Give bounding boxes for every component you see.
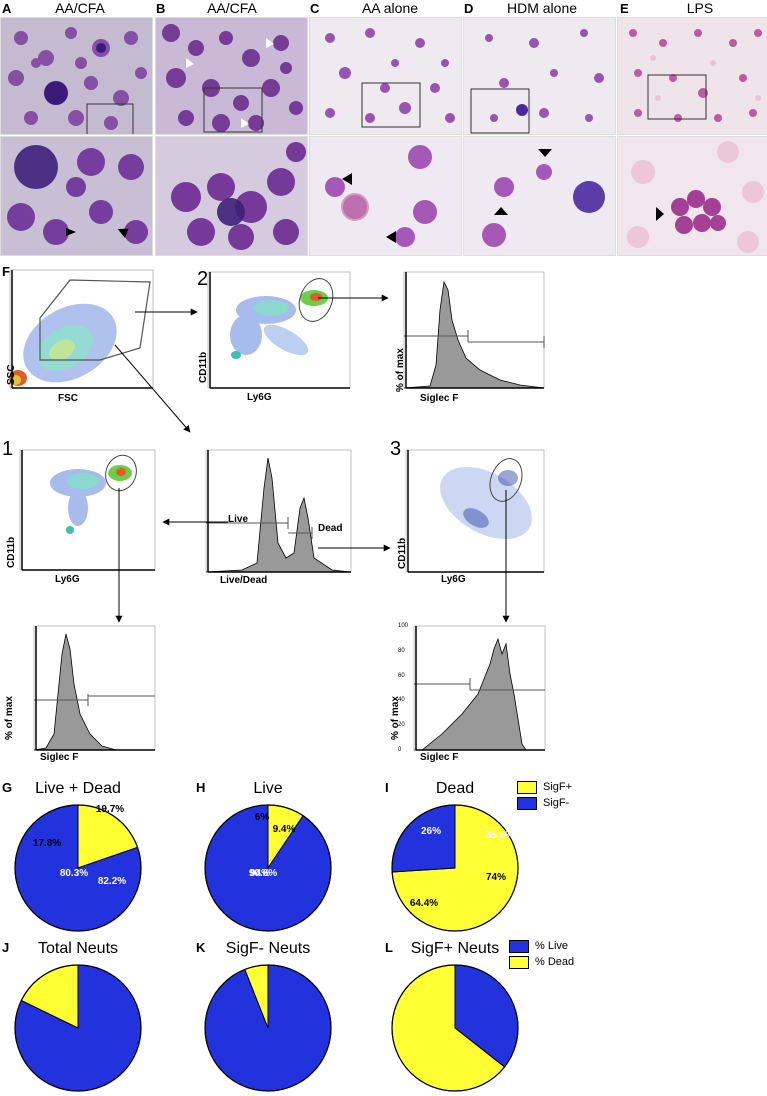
legend-label-live: % Live — [535, 940, 569, 952]
micrograph-c-overview — [309, 17, 462, 135]
hist-tick-0: 0 — [398, 747, 402, 753]
panel-label-b: B — [156, 1, 166, 16]
panel-label-c: C — [310, 1, 320, 16]
pie-outline-i — [391, 804, 519, 932]
pie-charts-svg: G Live + Dead 19.7% 80.3% H Live 9.4% 90.6% I Dea… — [2, 780, 519, 1092]
flow-plot-ssc-fsc — [0, 268, 155, 408]
pie-outline-l — [391, 964, 519, 1092]
pie-label-l-dead: 64.4% — [410, 898, 438, 909]
micrograph-e-zoom — [617, 136, 767, 256]
panel-label-a: A — [2, 1, 12, 16]
axis-label-livedead: Live/Dead — [220, 575, 268, 586]
pie-label-i-sigf-pos: 74% — [486, 872, 506, 883]
legend-live-dead: % Live % Dead — [509, 938, 574, 970]
gate-number-1: 1 — [2, 438, 14, 460]
axis-label-siglecf-3: Siglec F — [420, 752, 459, 763]
pie-slice-i-sigf-neg — [391, 804, 456, 873]
pie-letter-h: H — [196, 780, 205, 795]
micrograph-d-overview — [463, 17, 616, 135]
pie-label-k-dead: 6% — [255, 812, 270, 823]
pie-label-g-sigf-pos: 19.7% — [96, 804, 124, 815]
gate-number-2: 2 — [197, 268, 209, 290]
flow-plot-cd11b-ly6g-1 — [8, 448, 158, 588]
flow-plot-cd11b-ly6g-2 — [196, 270, 353, 408]
histogram-siglecf-1 — [6, 624, 158, 769]
legend-label-sigf-neg: SigF- — [543, 797, 570, 809]
legend-swatch-sigf-pos — [517, 780, 537, 794]
hist-tick-20: 20 — [398, 722, 405, 729]
pie-label-l-live: 35.6% — [486, 830, 514, 841]
pie-label-j-live: 82.2% — [98, 876, 126, 887]
pie-label-k-live: 94% — [250, 868, 270, 879]
micrograph-d-zoom — [463, 136, 616, 256]
pie-title-l: SigF+ Neuts — [411, 940, 499, 957]
pie-label-h-sigf-pos: 9.4% — [273, 824, 296, 835]
legend-label-sigf-pos: SigF+ — [543, 781, 573, 793]
gate-label-live: Live — [228, 514, 249, 525]
axis-label-ly6g-2: Ly6G — [247, 392, 272, 403]
hist-tick-40: 40 — [398, 697, 405, 704]
axis-label-ly6g-1: Ly6G — [55, 574, 80, 585]
pie-label-j-dead: 17.8% — [33, 838, 61, 849]
axis-label-ly6g-3: Ly6G — [441, 574, 466, 585]
pie-title-i: Dead — [436, 780, 474, 797]
pie-label-i-sigf-neg: 26% — [421, 826, 441, 837]
panel-title-c: AA alone — [361, 0, 419, 16]
axis-label-fsc: FSC — [58, 393, 78, 404]
pie-letter-l: L — [385, 940, 393, 955]
micrograph-c-zoom — [309, 136, 462, 256]
gate-number-3: 3 — [390, 438, 402, 460]
panel-title-a: AA/CFA — [55, 0, 105, 16]
micrograph-b-zoom — [155, 136, 308, 256]
flow-plot-cd11b-ly6g-3 — [396, 448, 548, 586]
micrograph-a-overview — [0, 17, 153, 135]
micrograph-a-zoom — [0, 136, 153, 256]
pie-title-g: Live + Dead — [35, 780, 121, 797]
panel-title-d: HDM alone — [506, 0, 578, 16]
legend-sigf: SigF+ SigF- — [517, 779, 572, 811]
legend-label-dead: % Dead — [535, 956, 575, 968]
pie-letter-i: I — [385, 780, 389, 795]
pie-label-g-sigf-neg: 80.3% — [60, 868, 88, 879]
micrograph-e-overview — [617, 17, 767, 135]
histogram-live-dead — [202, 448, 354, 586]
legend-swatch-sigf-neg — [517, 796, 537, 810]
pie-title-k: SigF- Neuts — [226, 940, 310, 957]
pie-outline-j — [14, 964, 142, 1092]
hist-tick-60: 60 — [398, 672, 405, 679]
pie-title-j: Total Neuts — [38, 940, 118, 957]
gate-label-dead: Dead — [318, 523, 343, 534]
panel-label-d: D — [464, 1, 474, 16]
histogram-siglecf-3 — [392, 624, 548, 769]
histogram-siglecf-2 — [390, 270, 547, 408]
panel-label-f: F — [2, 264, 10, 279]
hist-tick-80: 80 — [398, 647, 405, 654]
panel-title-e: LPS — [686, 0, 714, 16]
pie-label-h-sigf-neg: 90.6% — [249, 868, 277, 879]
pie-outline-k — [204, 964, 332, 1092]
axis-label-siglecf-2: Siglec F — [420, 393, 459, 404]
micrograph-b-overview — [155, 17, 308, 135]
pie-letter-g: G — [2, 780, 12, 795]
pie-title-h: Live — [253, 780, 282, 797]
legend-swatch-live — [509, 939, 529, 953]
axis-label-siglecf-1: Siglec F — [40, 752, 79, 763]
panel-label-e: E — [620, 1, 629, 16]
legend-swatch-dead — [509, 955, 529, 969]
pie-outline-g — [14, 804, 142, 932]
hist-tick-100: 100 — [398, 623, 409, 629]
pie-letter-j: J — [2, 940, 9, 955]
pie-outline-h — [204, 804, 332, 932]
pie-letter-k: K — [196, 940, 206, 955]
panel-title-b: AA/CFA — [207, 0, 257, 16]
